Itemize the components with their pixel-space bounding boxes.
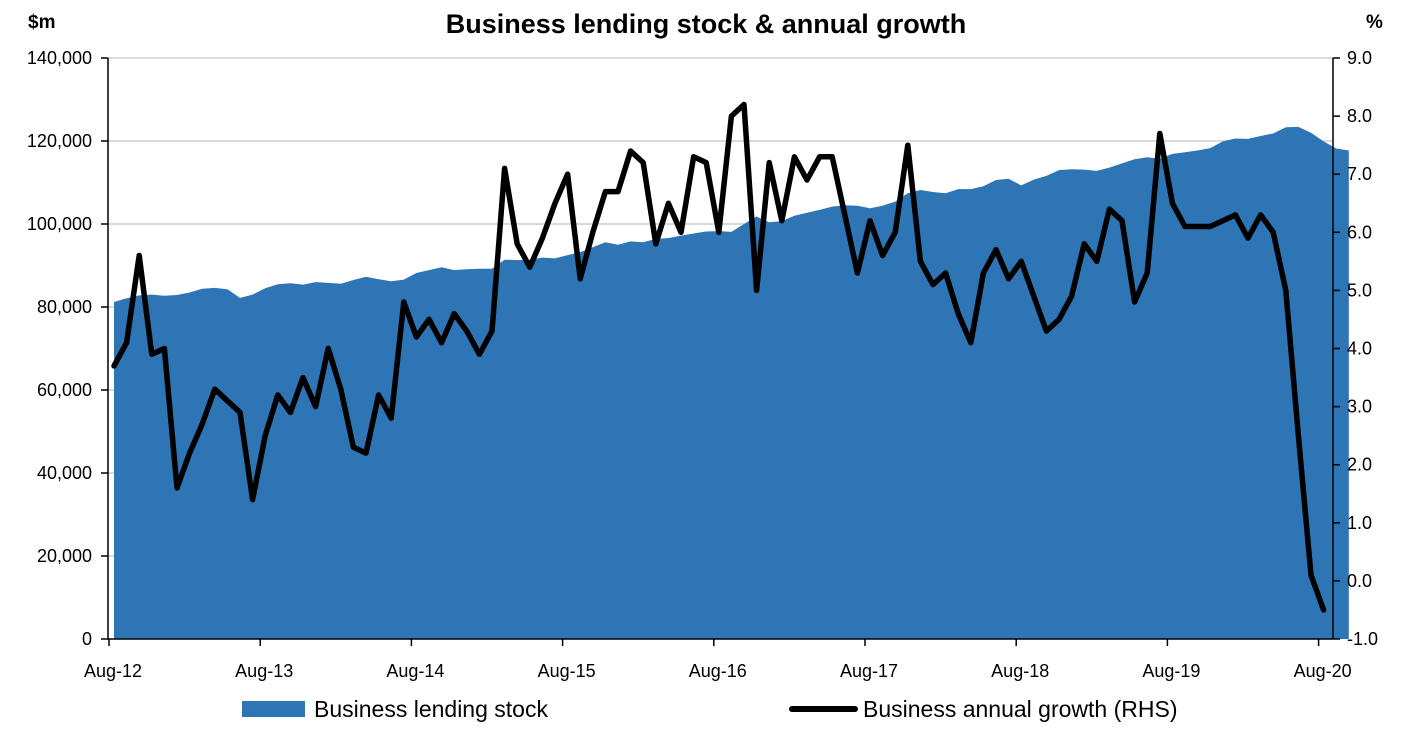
legend-label-area: Business lending stock — [314, 696, 548, 722]
left-tick-label: 100,000 — [27, 214, 92, 234]
chart-title: Business lending stock & annual growth — [446, 9, 967, 39]
x-tick-label: Aug-13 — [235, 661, 293, 681]
right-tick-label: 9.0 — [1347, 48, 1372, 68]
x-tick-label: Aug-15 — [538, 661, 596, 681]
right-tick-label: 6.0 — [1347, 222, 1372, 242]
right-tick-label: 5.0 — [1347, 280, 1372, 300]
right-tick-label: 1.0 — [1347, 513, 1372, 533]
x-tick-label: Aug-19 — [1142, 661, 1200, 681]
area-series-business-lending-stock — [114, 126, 1349, 639]
left-tick-label: 20,000 — [37, 546, 92, 566]
right-tick-label: 3.0 — [1347, 397, 1372, 417]
left-tick-label: 120,000 — [27, 131, 92, 151]
line-series-business-annual-growth — [111, 101, 1327, 613]
right-tick-label: 0.0 — [1347, 571, 1372, 591]
left-tick-label: 0 — [82, 629, 92, 649]
area-series-layer — [114, 126, 1349, 639]
right-axis-unit: % — [1366, 12, 1383, 33]
left-tick-label: 60,000 — [37, 380, 92, 400]
legend-swatch-area — [242, 701, 305, 717]
legend-label-line: Business annual growth (RHS) — [863, 696, 1177, 722]
x-tick-label: Aug-16 — [689, 661, 747, 681]
left-tick-label: 40,000 — [37, 463, 92, 483]
left-axis-unit: $m — [28, 12, 55, 33]
right-tick-label: 7.0 — [1347, 164, 1372, 184]
x-tick-label: Aug-18 — [991, 661, 1049, 681]
x-tick-label: Aug-12 — [84, 661, 142, 681]
x-tick-label: Aug-20 — [1294, 661, 1352, 681]
legend: Business lending stock Business annual g… — [242, 696, 1177, 722]
line-series-layer — [111, 101, 1327, 613]
right-tick-label: -1.0 — [1347, 629, 1378, 649]
left-tick-label: 140,000 — [27, 48, 92, 68]
right-tick-label: 4.0 — [1347, 339, 1372, 359]
right-tick-label: 2.0 — [1347, 455, 1372, 475]
x-tick-label: Aug-14 — [386, 661, 444, 681]
left-tick-label: 80,000 — [37, 297, 92, 317]
right-tick-label: 8.0 — [1347, 106, 1372, 126]
tick-labels: 0 20,000 40,000 60,000 80,000 100,000 120,000 1… — [27, 48, 1378, 681]
x-tick-label: Aug-17 — [840, 661, 898, 681]
